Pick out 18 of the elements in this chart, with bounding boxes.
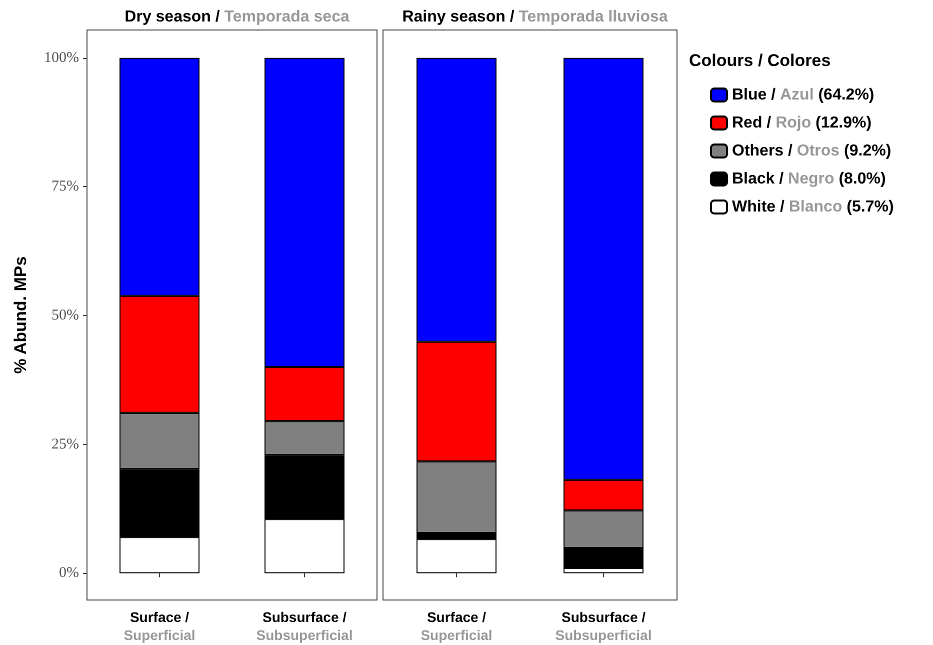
y-tick-label: 50% [52, 308, 79, 324]
legend-label: Red / Rojo (12.9%) [732, 114, 872, 132]
legend-label: White / Blanco (5.7%) [732, 198, 894, 216]
legend-label: Black / Negro (8.0%) [732, 170, 886, 188]
y-tick-label: 0% [59, 565, 79, 582]
x-tick-label: Subsurface / Subsuperficial [555, 609, 652, 643]
chart-title: Rainy season / Temporada lluviosa [402, 8, 668, 26]
x-tick-label: Subsurface / Subsuperficial [256, 609, 353, 643]
legend-title: Colours / Colores [689, 51, 831, 70]
y-tick-label: 25% [52, 436, 79, 452]
y-tick-label: 75% [52, 178, 79, 195]
chart-title: Dry season / Temporada seca [124, 8, 350, 26]
y-axis-title: % Abund. MPs [11, 256, 30, 374]
y-tick-label: 100% [44, 50, 79, 66]
legend-label: Blue / Azul (64.2%) [732, 86, 874, 104]
legend-label: Others / Otros (9.2%) [732, 142, 892, 160]
x-tick-label: Surface / Superficial [420, 609, 492, 643]
x-tick-label: Surface / Superficial [124, 609, 196, 643]
